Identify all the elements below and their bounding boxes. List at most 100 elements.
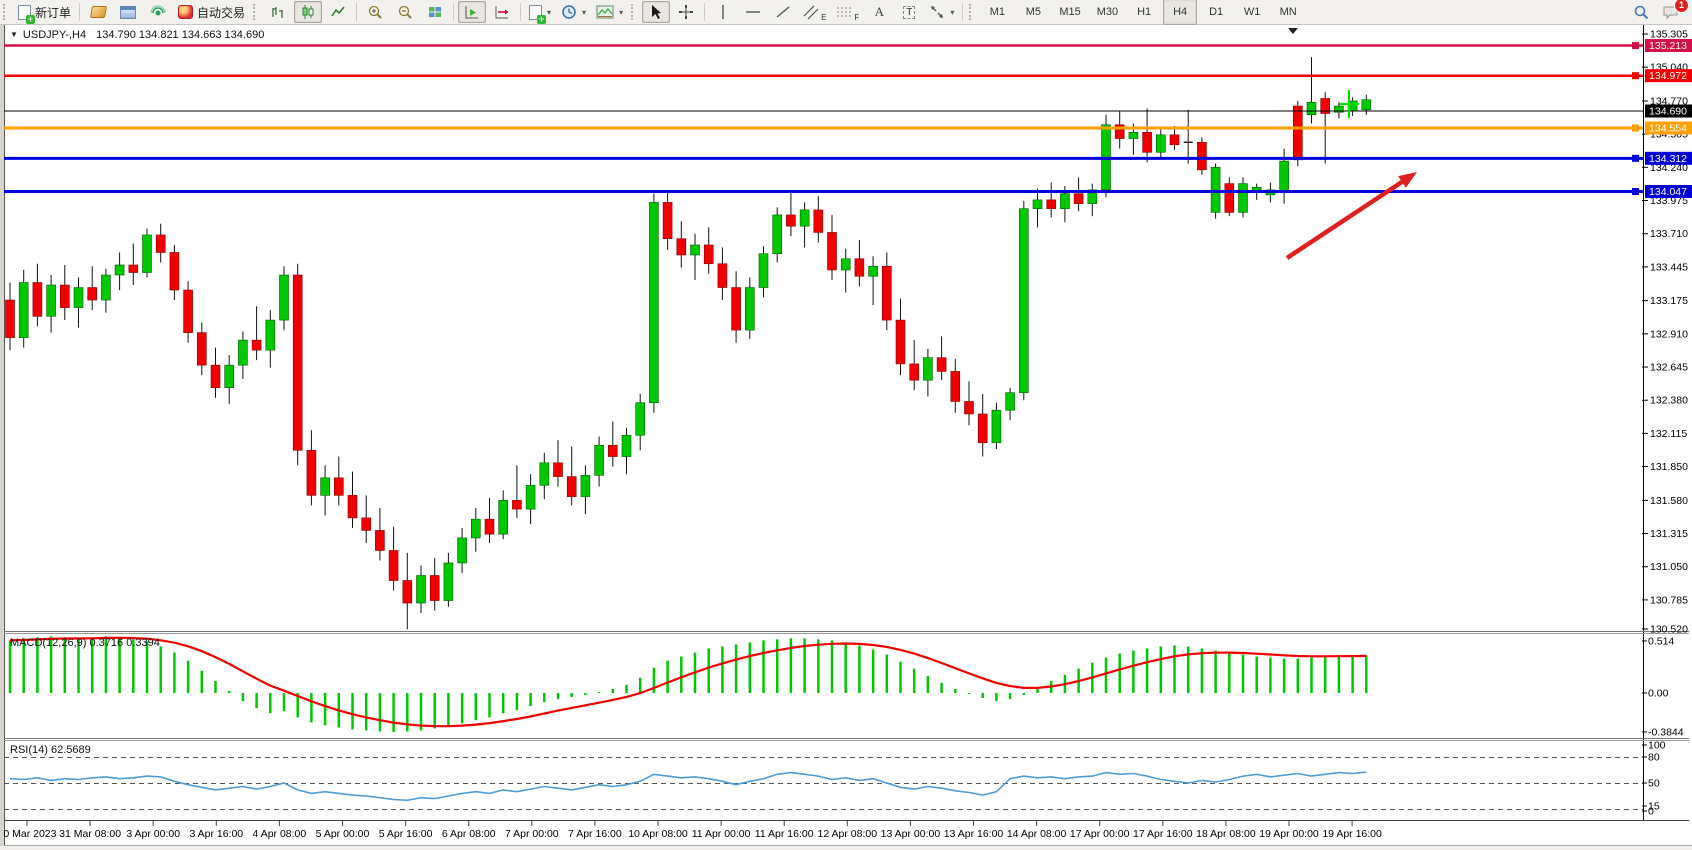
candle-body [1156, 134, 1166, 153]
text-tool-icon: A [874, 4, 884, 19]
signal-button[interactable] [144, 1, 172, 23]
price-tick-label: 132.910 [1650, 328, 1688, 340]
vertical-line-tool-button[interactable] [709, 1, 737, 23]
toolbar-grip[interactable] [969, 4, 976, 20]
timeframe-m30-button[interactable]: M30 [1096, 6, 1119, 18]
market-watch-button[interactable] [84, 1, 112, 23]
level-line-handle[interactable] [1632, 72, 1639, 80]
candle-body [731, 287, 741, 331]
price-tag [1645, 69, 1692, 83]
separator [962, 3, 964, 21]
search-button[interactable] [1627, 1, 1655, 23]
level-line-handle[interactable] [1632, 154, 1639, 162]
price-tag [1645, 151, 1692, 165]
candle-body [1060, 193, 1070, 209]
candle-body [320, 477, 330, 496]
bar-chart-icon [272, 7, 283, 18]
trend-arrow-head[interactable] [1398, 172, 1417, 188]
auto-trading-button[interactable]: 自动交易 [174, 1, 249, 23]
notification-badge: 1 [1674, 0, 1689, 13]
candle-body [5, 299, 15, 338]
chart-title-bar: ▼ USDJPY-,H4 134.790 134.821 134.663 134.6… [10, 29, 264, 41]
new-chart-button[interactable]: + ▾ [525, 1, 555, 24]
collapse-triangle-icon[interactable]: ▼ [10, 30, 18, 39]
separator [356, 3, 358, 21]
arrows-shapes-icon [931, 6, 944, 18]
timeframe-w1-button[interactable]: W1 [1243, 6, 1261, 18]
price-tag-label: 134.312 [1649, 153, 1687, 165]
candle-body [936, 357, 947, 372]
price-tick-label: 133.710 [1650, 228, 1688, 240]
auto-scroll-button[interactable] [458, 1, 487, 23]
arrows-tool-button[interactable]: ▾ [925, 1, 958, 23]
candle-body [197, 332, 207, 366]
level-line-handle[interactable] [1632, 188, 1639, 196]
new-order-label: 新订单 [35, 5, 72, 20]
bar-chart-button[interactable] [264, 1, 292, 23]
timeframe-h4-button[interactable]: H4 [1163, 0, 1198, 25]
trendline-tool-button[interactable] [769, 1, 797, 23]
scroll-to-end-marker[interactable] [1288, 28, 1298, 34]
candle-body [964, 401, 974, 415]
notifications-button[interactable]: 1 [1657, 0, 1689, 23]
template-button[interactable]: ▾ [592, 1, 627, 23]
level-line-handle[interactable] [1632, 42, 1639, 50]
timeframe-h1-button[interactable]: H1 [1137, 6, 1152, 18]
price-tag-label: 134.690 [1649, 105, 1687, 117]
line-chart-icon [331, 6, 345, 17]
price-tag-label: 135.213 [1649, 40, 1687, 52]
time-tick-label: 19 Apr 00:00 [1259, 828, 1319, 840]
candle-body [786, 214, 796, 227]
new-order-icon: + [18, 4, 35, 24]
candle-body [690, 244, 700, 256]
text-label-tool-button[interactable]: T [895, 1, 923, 23]
new-order-button[interactable]: + 新订单 [14, 1, 75, 24]
fibonacci-icon [837, 7, 852, 17]
candle-body [59, 284, 70, 308]
level-line-handle[interactable] [1632, 124, 1639, 132]
crosshair-tool-button[interactable] [672, 1, 700, 23]
candle-body [703, 244, 714, 265]
toolbar-grip[interactable] [631, 4, 638, 20]
toolbar-grip[interactable] [3, 4, 10, 20]
text-tool-button[interactable]: A [865, 1, 893, 23]
timeframe-m1-button[interactable]: M1 [989, 6, 1005, 18]
period-button[interactable]: ▾ [557, 1, 590, 23]
candlestick-chart-button[interactable] [294, 1, 323, 23]
timeframe-d1-button[interactable]: D1 [1209, 6, 1224, 18]
equidistant-channel-tool-button[interactable]: E [799, 1, 830, 23]
candle-body [1073, 193, 1084, 204]
chart-shift-icon [495, 6, 509, 19]
candle-body [375, 530, 385, 551]
channel-icon [803, 5, 819, 20]
tile-windows-button[interactable] [421, 1, 449, 23]
candle-body [1032, 199, 1043, 209]
line-chart-button[interactable] [324, 1, 352, 23]
cursor-tool-button[interactable] [642, 1, 671, 23]
candle-body [607, 444, 618, 457]
fibonacci-tool-button[interactable]: F [832, 1, 863, 23]
dropdown-caret-icon: ▾ [619, 7, 624, 17]
time-tick-label: 13 Apr 16:00 [944, 828, 1004, 840]
timeframe-m5-button[interactable]: M5 [1025, 6, 1041, 18]
data-window-button[interactable] [114, 1, 142, 23]
candle-body [1293, 105, 1303, 161]
market-watch-icon [89, 6, 107, 18]
zoom-out-button[interactable] [391, 1, 419, 23]
price-tag [1645, 185, 1692, 199]
dropdown-caret-icon: ▾ [547, 7, 552, 17]
time-tick-label: 11 Apr 16:00 [755, 828, 814, 840]
timeframe-mn-button[interactable]: MN [1279, 6, 1297, 18]
channel-letter: E [821, 13, 827, 22]
zoom-in-button[interactable] [361, 1, 389, 23]
rsi-axis-label: 50 [1648, 778, 1660, 790]
toolbar-grip[interactable] [253, 4, 260, 20]
rsi-indicator-label: RSI(14) 62.5689 [10, 744, 91, 756]
candle-body [429, 575, 440, 601]
candle-body [210, 364, 221, 388]
chart-shift-button[interactable] [488, 1, 516, 23]
horizontal-line-tool-button[interactable] [739, 1, 767, 23]
timeframe-m15-button[interactable]: M15 [1059, 6, 1081, 18]
